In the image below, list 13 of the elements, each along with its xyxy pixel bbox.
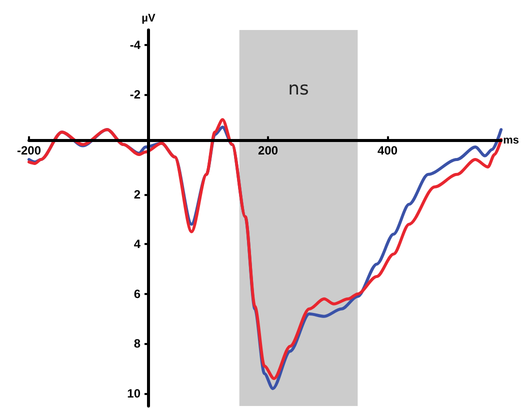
y-tick-label: -2 [130, 88, 141, 102]
x-tick-label: 200 [258, 143, 278, 158]
y-tick-label: 8 [134, 336, 141, 351]
y-tick-label: 4 [134, 237, 141, 252]
y-tick-label: 2 [134, 187, 141, 202]
y-tick-label: -4 [130, 38, 141, 52]
x-tick-label: -200 [16, 143, 42, 158]
y-tick-label: 10 [127, 386, 141, 401]
y-axis-title: µV [142, 12, 156, 24]
band-label: ns [288, 78, 309, 100]
x-tick-label: 400 [378, 143, 398, 158]
y-tick-label: 6 [134, 286, 141, 301]
x-axis-title: ms [503, 134, 520, 146]
